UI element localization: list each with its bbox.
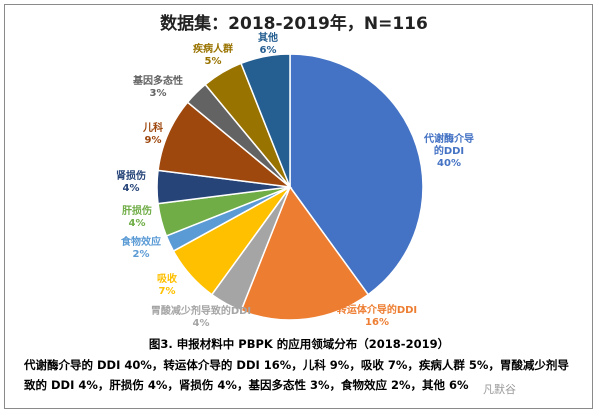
chart-title: 数据集：2018-2019年，N=116	[160, 13, 428, 34]
pie-chart: 数据集：2018-2019年，N=116 代谢酶介导的DDI 40% 转运体介导的D…	[116, 13, 474, 329]
pie-slice	[289, 53, 424, 296]
pie-label: 肝损伤 4%	[122, 204, 152, 229]
pie-label: 基因多态性 3%	[132, 74, 183, 99]
pie-slices	[156, 53, 424, 321]
pie-label: 代谢酶介导的DDI 40%	[423, 132, 474, 169]
pie-slice	[240, 53, 291, 188]
pie-slice	[240, 185, 370, 321]
pie-label: 其他 6%	[258, 31, 278, 56]
pie-label: 胃酸减少剂导致的DDI 4%	[151, 304, 251, 329]
watermark-text: 凡默谷	[483, 383, 516, 396]
pie-labels: 代谢酶介导的DDI 40% 转运体介导的DDI 16% 胃酸减少剂导致的DDI 4% 吸收 7…	[116, 31, 474, 329]
pie-label: 疾病人群 5%	[193, 42, 233, 67]
pie-label: 吸收 7%	[157, 272, 177, 297]
figure-frame: 数据集：2018-2019年，N=116 代谢酶介导的DDI 40% 转运体介导的D…	[4, 4, 593, 409]
figure-description: 代谢酶介导的 DDI 40%，转运体介导的 DDI 16%，儿科 9%，吸收 7…	[24, 358, 569, 392]
pie-label: 食物效应 2%	[120, 235, 161, 260]
figure-caption: 图3. 申报材料中 PBPK 的应用领域分布（2018-2019）	[148, 337, 450, 351]
pie-label: 儿科 9%	[142, 121, 163, 146]
pie-label: 转运体介导的DDI 16%	[337, 303, 417, 328]
pie-label: 肾损伤 4%	[116, 169, 146, 194]
